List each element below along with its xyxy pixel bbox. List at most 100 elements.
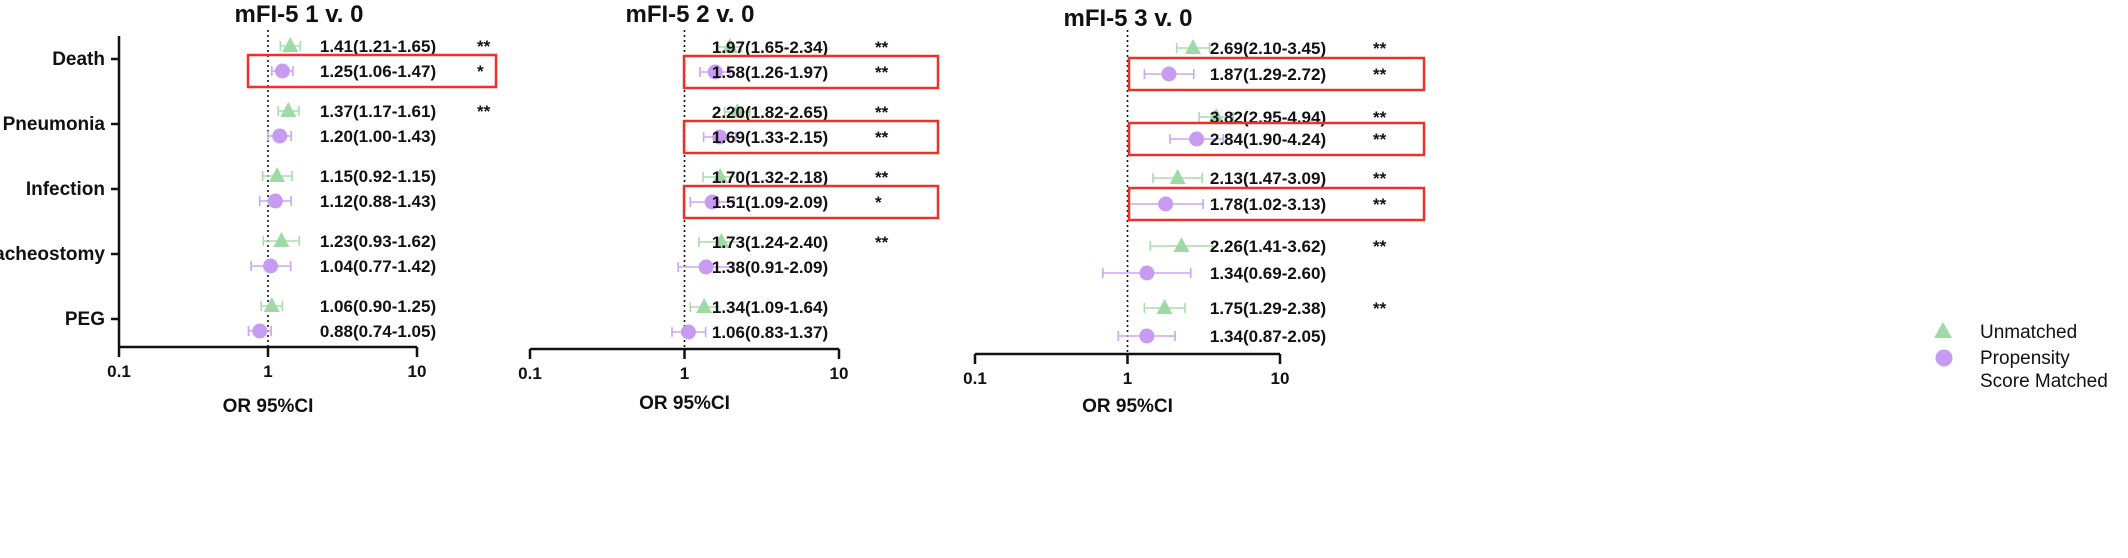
x-tick-label: 10 — [830, 364, 849, 383]
forest-panel-2: mFI-5 2 v. 0 0.1 1 10 OR 95%CI 1.97(1.65-2.34… — [518, 1, 940, 414]
unmatched-point — [713, 233, 730, 248]
unmatched-significance-mark: ** — [1373, 39, 1387, 58]
psm-point — [1139, 328, 1155, 344]
x-axis-label: OR 95%CI — [639, 393, 730, 414]
x-axis-label: OR 95%CI — [1082, 396, 1173, 417]
forest-panel-1: mFI-5 1 v. 0 Death Pneumonia Infection Trach… — [0, 1, 498, 417]
legend-psm-marker — [1935, 349, 1953, 367]
psm-or-label: 1.34(0.87-2.05) — [1210, 327, 1326, 346]
unmatched-significance-mark: ** — [875, 233, 889, 252]
unmatched-significance-mark: ** — [477, 102, 491, 121]
legend-psm-label: Propensity — [1980, 348, 2070, 369]
psm-or-label: 2.84(1.90-4.24) — [1210, 130, 1326, 149]
unmatched-significance-mark: ** — [875, 168, 889, 187]
significance-highlight-box — [1127, 121, 1426, 157]
psm-point — [1158, 196, 1174, 212]
psm-point — [680, 324, 696, 340]
psm-point — [1139, 265, 1155, 281]
panel-title: mFI-5 2 v. 0 — [626, 1, 755, 28]
unmatched-point — [269, 167, 286, 182]
psm-significance-mark: * — [477, 62, 484, 81]
psm-or-label: 1.06(0.83-1.37) — [712, 323, 828, 342]
unmatched-significance-mark: ** — [1373, 169, 1387, 188]
significance-highlight-box — [682, 184, 940, 220]
unmatched-or-label: 2.69(2.10-3.45) — [1210, 39, 1326, 58]
panel-title: mFI-5 1 v. 0 — [235, 1, 364, 28]
forest-panel-3: mFI-5 3 v. 0 0.1 1 10 OR 95%CI 2.69(2.10-3.45… — [963, 5, 1426, 417]
psm-or-label: 1.87(1.29-2.72) — [1210, 65, 1326, 84]
psm-or-label: 1.58(1.26-1.97) — [712, 63, 828, 82]
unmatched-or-label: 1.34(1.09-1.64) — [712, 298, 828, 317]
psm-or-label: 1.12(0.88-1.43) — [320, 192, 436, 211]
psm-point — [272, 128, 288, 144]
legend-unmatched-marker — [1934, 322, 1952, 338]
unmatched-significance-mark: ** — [1373, 237, 1387, 256]
unmatched-or-label: 2.20(1.82-2.65) — [712, 103, 828, 122]
psm-point — [1161, 66, 1177, 82]
psm-or-label: 1.51(1.09-2.09) — [712, 193, 828, 212]
unmatched-or-label: 1.70(1.32-2.18) — [712, 168, 828, 187]
significance-highlight-box — [682, 119, 940, 155]
psm-significance-mark: * — [875, 193, 882, 212]
psm-or-label: 1.78(1.02-3.13) — [1210, 195, 1326, 214]
unmatched-or-label: 1.73(1.24-2.40) — [712, 233, 828, 252]
psm-point — [252, 323, 268, 339]
x-tick-label: 10 — [408, 362, 427, 381]
unmatched-or-label: 1.97(1.65-2.34) — [712, 38, 828, 57]
psm-significance-mark: ** — [1373, 130, 1387, 149]
psm-significance-mark: ** — [875, 63, 889, 82]
unmatched-significance-mark: ** — [875, 38, 889, 57]
unmatched-or-label: 1.15(0.92-1.15) — [320, 167, 436, 186]
psm-point — [263, 258, 279, 274]
psm-point — [267, 193, 283, 209]
psm-or-label: 1.25(1.06-1.47) — [320, 62, 436, 81]
legend-psm-label-2: Score Matched — [1980, 371, 2108, 392]
significance-highlight-box — [246, 53, 498, 89]
psm-point — [698, 259, 714, 275]
unmatched-point — [280, 102, 297, 117]
psm-point — [704, 194, 720, 210]
unmatched-point — [1173, 237, 1190, 252]
psm-point — [274, 63, 290, 79]
unmatched-or-label: 1.41(1.21-1.65) — [320, 37, 436, 56]
unmatched-or-label: 1.37(1.17-1.61) — [320, 102, 436, 121]
unmatched-or-label: 1.23(0.93-1.62) — [320, 232, 436, 251]
category-label: PEG — [65, 309, 105, 330]
psm-significance-mark: ** — [1373, 195, 1387, 214]
unmatched-point — [721, 38, 738, 53]
category-label: Pneumonia — [3, 114, 106, 135]
psm-or-label: 1.04(0.77-1.42) — [320, 257, 436, 276]
psm-significance-mark: ** — [1373, 65, 1387, 84]
x-tick-label: 0.1 — [518, 364, 542, 383]
category-label: Tracheostomy — [0, 244, 105, 265]
psm-or-label: 1.34(0.69-2.60) — [1210, 264, 1326, 283]
unmatched-point — [696, 298, 713, 313]
unmatched-point — [273, 232, 290, 247]
x-tick-label: 1 — [1123, 369, 1132, 388]
significance-highlight-box — [682, 54, 940, 90]
psm-point — [1189, 131, 1205, 147]
unmatched-point — [729, 103, 746, 118]
psm-or-label: 1.38(0.91-2.09) — [712, 258, 828, 277]
unmatched-significance-mark: ** — [1373, 299, 1387, 318]
unmatched-point — [1185, 39, 1202, 54]
panel-title: mFI-5 3 v. 0 — [1064, 5, 1193, 32]
unmatched-or-label: 2.26(1.41-3.62) — [1210, 237, 1326, 256]
psm-point — [712, 129, 728, 145]
unmatched-point — [712, 168, 729, 183]
unmatched-significance-mark: ** — [875, 103, 889, 122]
unmatched-or-label: 1.75(1.29-2.38) — [1210, 299, 1326, 318]
x-tick-label: 0.1 — [963, 369, 987, 388]
x-axis-label: OR 95%CI — [223, 396, 314, 417]
unmatched-or-label: 1.06(0.90-1.25) — [320, 297, 436, 316]
psm-significance-mark: ** — [875, 128, 889, 147]
x-tick-label: 1 — [263, 362, 272, 381]
significance-highlight-box — [1127, 186, 1426, 222]
unmatched-point — [1169, 169, 1186, 184]
category-label: Death — [52, 49, 105, 70]
psm-or-label: 0.88(0.74-1.05) — [320, 322, 436, 341]
psm-or-label: 1.69(1.33-2.15) — [712, 128, 828, 147]
x-tick-label: 0.1 — [107, 362, 131, 381]
